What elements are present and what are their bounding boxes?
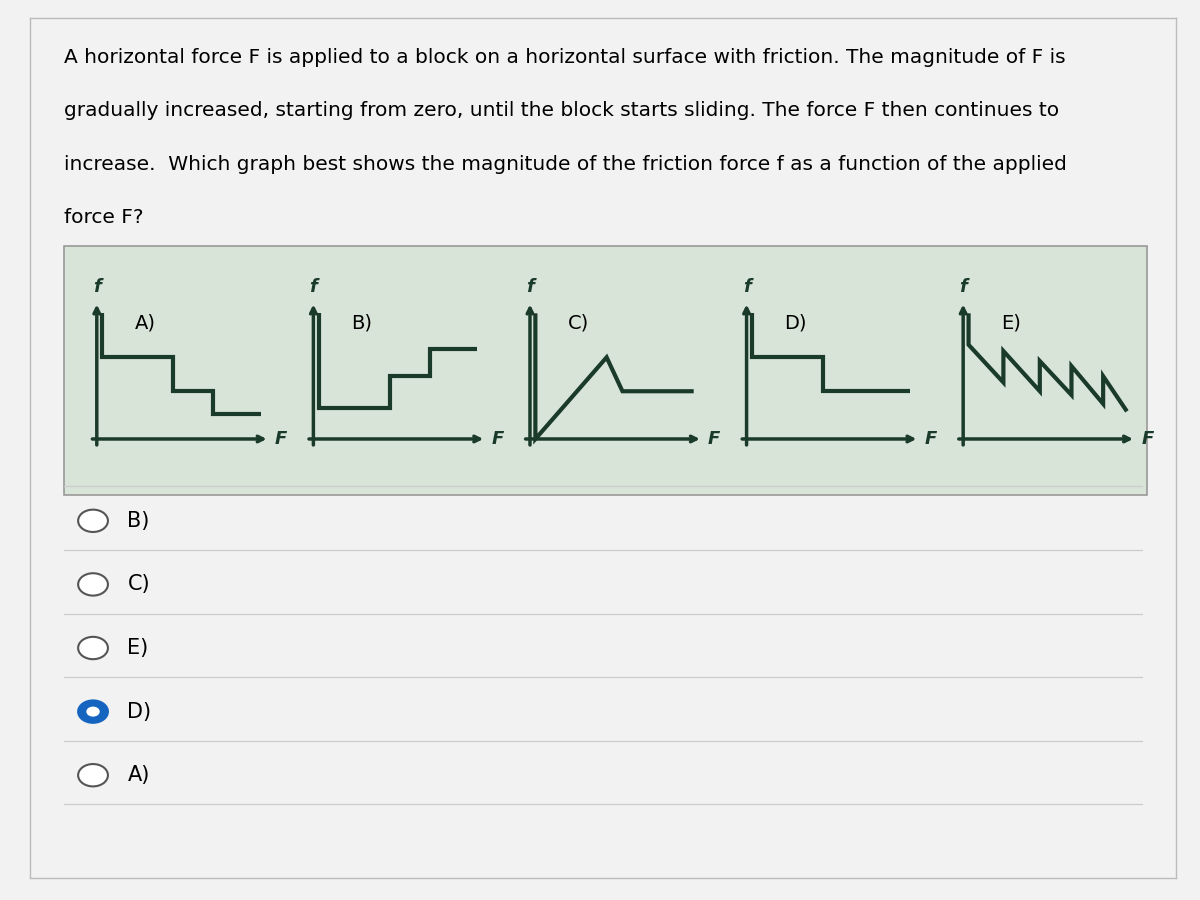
Text: force F?: force F? (65, 208, 144, 227)
Circle shape (78, 637, 108, 659)
Text: F: F (275, 430, 287, 448)
Text: f: f (310, 278, 317, 296)
Text: D): D) (127, 702, 151, 722)
Text: increase.  Which graph best shows the magnitude of the friction force f as a fun: increase. Which graph best shows the mag… (65, 155, 1067, 174)
Text: F: F (708, 430, 720, 448)
Text: E): E) (1001, 313, 1021, 332)
FancyBboxPatch shape (65, 246, 1147, 495)
Text: D): D) (785, 313, 806, 332)
Circle shape (86, 706, 100, 716)
Text: F: F (925, 430, 937, 448)
Text: f: f (92, 278, 101, 296)
Text: F: F (1141, 430, 1153, 448)
Text: A): A) (134, 313, 156, 332)
Text: f: f (743, 278, 750, 296)
Text: f: f (959, 278, 967, 296)
Text: A horizontal force F is applied to a block on a horizontal surface with friction: A horizontal force F is applied to a blo… (65, 48, 1066, 68)
Text: f: f (526, 278, 534, 296)
Circle shape (78, 509, 108, 532)
Text: B): B) (352, 313, 372, 332)
Text: A): A) (127, 765, 150, 785)
Circle shape (78, 573, 108, 596)
Text: F: F (492, 430, 504, 448)
Circle shape (78, 700, 108, 723)
Text: B): B) (127, 511, 150, 531)
Text: E): E) (127, 638, 149, 658)
Text: gradually increased, starting from zero, until the block starts sliding. The for: gradually increased, starting from zero,… (65, 102, 1060, 121)
Circle shape (78, 764, 108, 787)
Text: C): C) (568, 313, 589, 332)
Text: C): C) (127, 574, 150, 594)
